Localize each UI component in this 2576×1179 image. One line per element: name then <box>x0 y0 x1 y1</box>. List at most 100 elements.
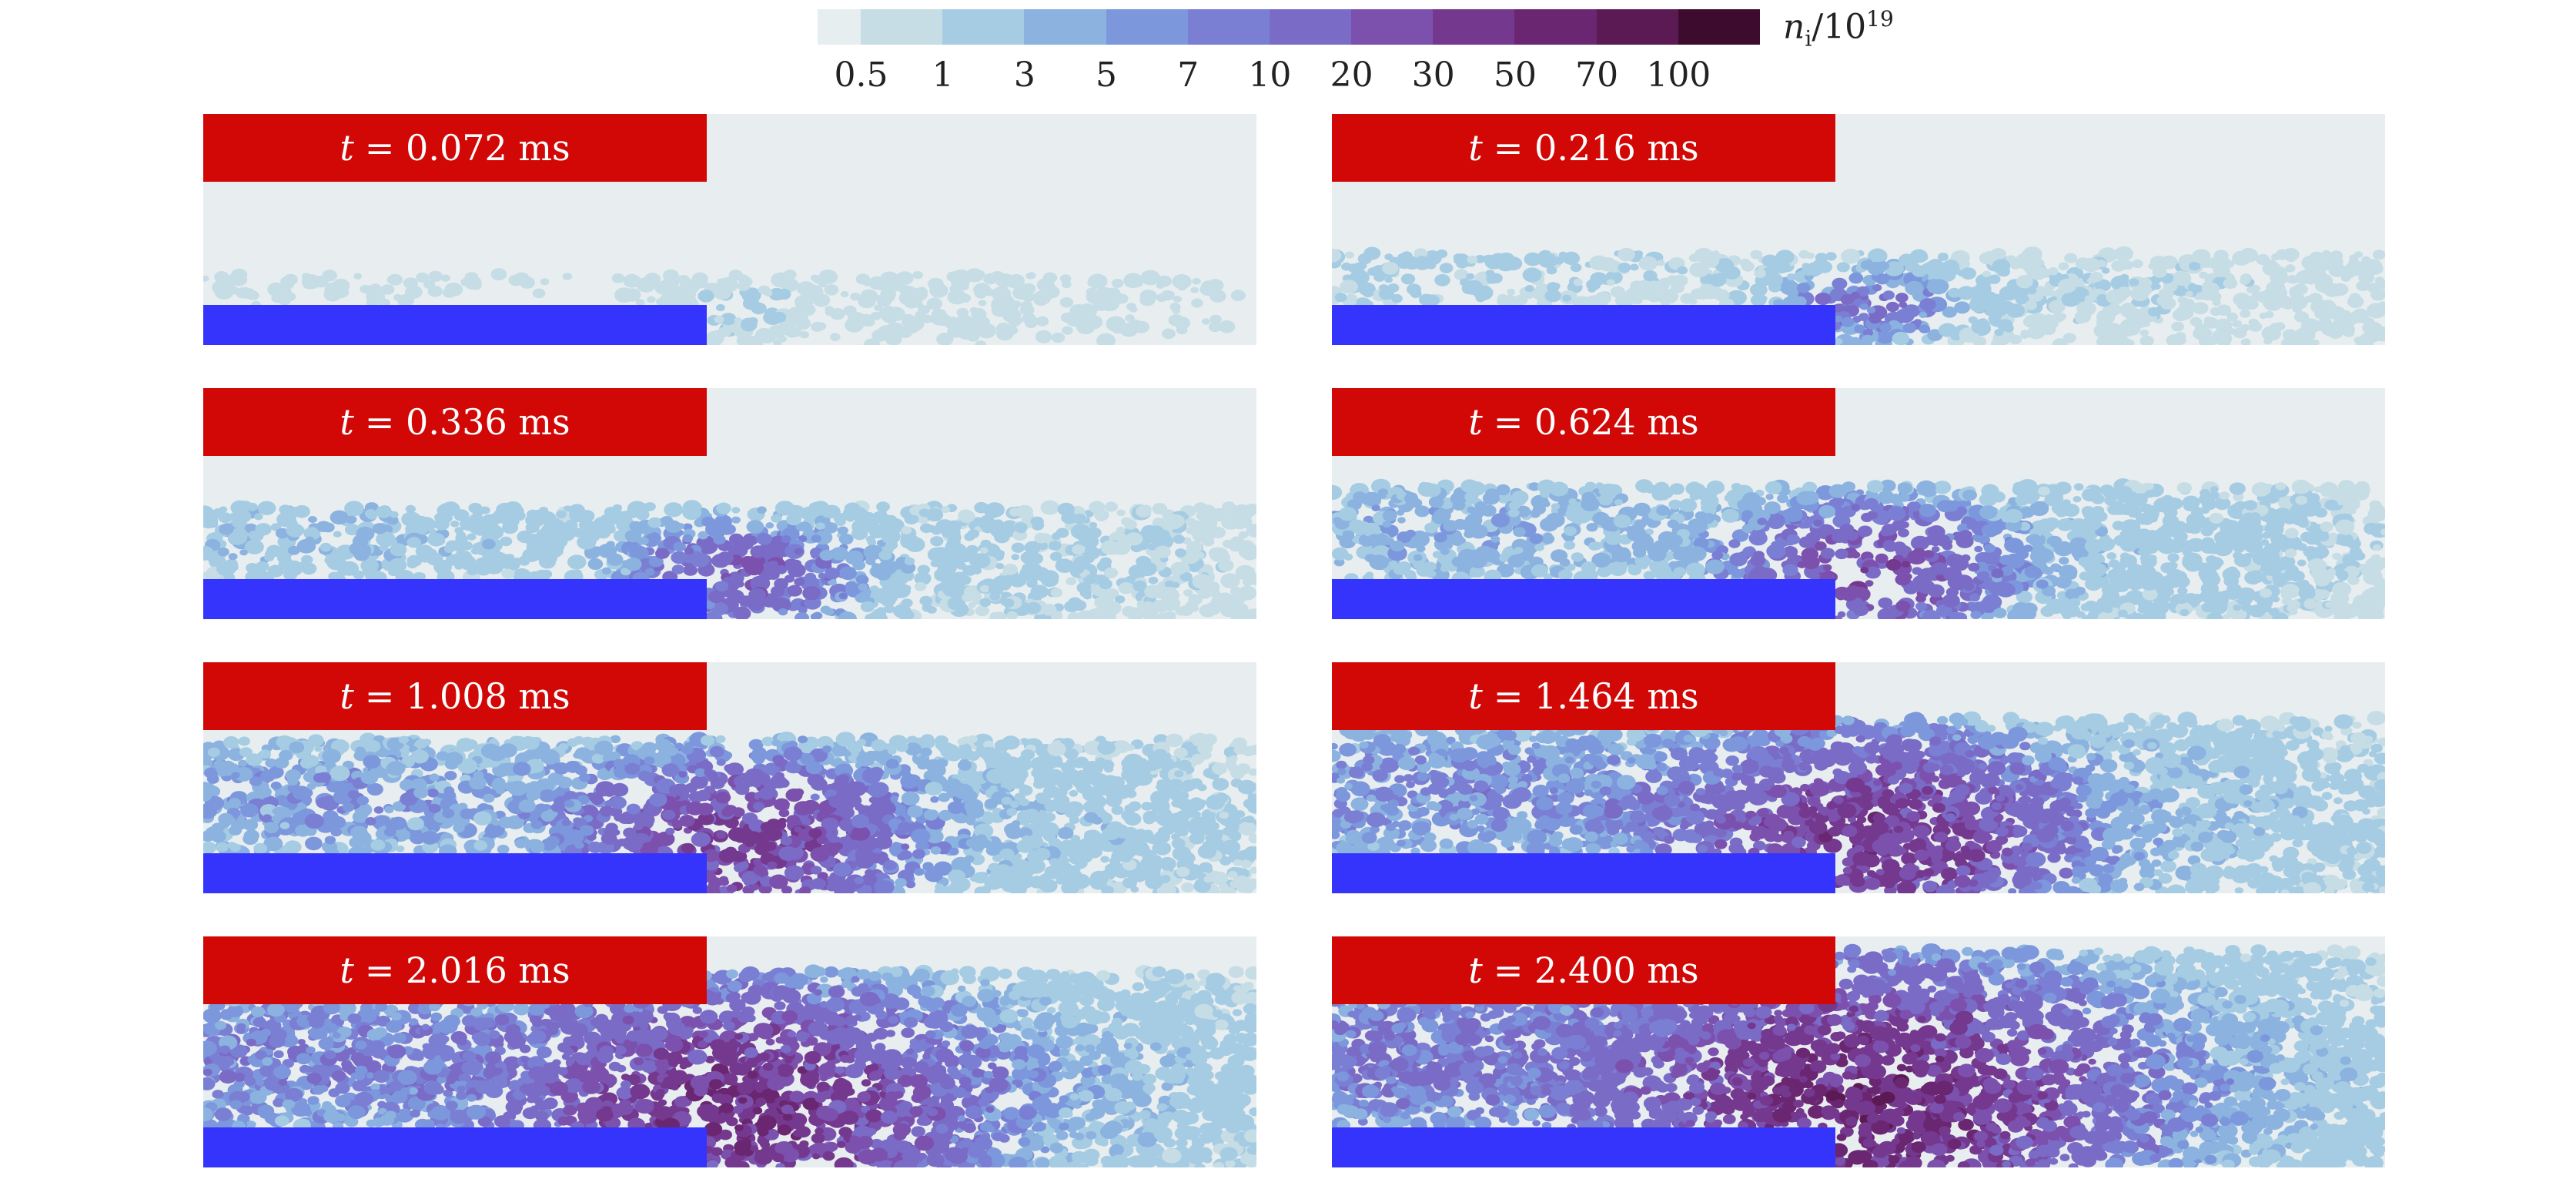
density-particle <box>1019 738 1029 745</box>
density-particle <box>938 792 951 802</box>
density-particle <box>2061 292 2081 307</box>
density-particle <box>2058 278 2077 293</box>
density-particle <box>2239 296 2249 303</box>
density-particle <box>2372 577 2385 588</box>
density-particle <box>985 502 1005 517</box>
density-particle <box>1754 269 1766 278</box>
density-particle <box>2185 290 2193 297</box>
density-particle <box>323 287 342 302</box>
density-particle <box>1072 307 1088 319</box>
density-particle <box>2096 260 2107 268</box>
density-particle <box>2285 264 2296 273</box>
density-particle <box>1851 504 1860 511</box>
density-particle <box>1963 582 1975 591</box>
density-particle <box>2035 330 2043 337</box>
density-particle <box>1026 580 1037 588</box>
density-particle <box>750 575 771 591</box>
density-particle <box>1129 306 1138 313</box>
density-particle <box>2175 332 2186 340</box>
density-particle <box>2324 499 2339 511</box>
colorbar-segment <box>1596 9 1679 45</box>
density-particle <box>2243 250 2258 262</box>
colorbar-segment <box>1024 9 1107 45</box>
density-particle <box>2263 547 2278 558</box>
density-particle <box>1882 524 1898 536</box>
density-particle <box>1997 319 2013 332</box>
density-particle <box>843 507 858 519</box>
density-panel: t = 0.216 ms <box>1332 114 2385 345</box>
density-particle <box>796 281 816 296</box>
density-particle <box>1901 561 1911 568</box>
density-particle <box>946 560 955 568</box>
density-particle <box>771 597 791 613</box>
density-particle <box>1859 303 1869 310</box>
density-particle <box>2291 479 2311 494</box>
density-particle <box>390 543 407 557</box>
density-particle <box>1700 253 1714 263</box>
density-particle <box>2227 504 2247 519</box>
density-particle <box>979 598 992 608</box>
density-particle <box>1155 612 1173 619</box>
density-particle <box>824 284 839 296</box>
density-particle <box>1169 303 1181 311</box>
density-particle <box>416 272 430 283</box>
density-particle <box>1136 504 1152 517</box>
density-particle <box>810 793 820 801</box>
density-particle <box>2314 560 2327 570</box>
time-label: t = 0.216 ms <box>1332 114 1835 182</box>
density-particle <box>2037 548 2050 558</box>
density-particle <box>232 521 241 528</box>
density-particle <box>1988 274 2001 284</box>
density-particle <box>1440 564 1450 572</box>
density-particle <box>715 303 725 312</box>
density-particle <box>771 272 791 288</box>
density-particle <box>787 584 803 597</box>
density-particle <box>2367 263 2384 275</box>
density-particle <box>935 519 955 534</box>
density-particle <box>1950 558 1964 568</box>
density-particle <box>1427 571 1437 578</box>
density-particle <box>1866 306 1876 313</box>
density-particle <box>1452 500 1466 511</box>
density-particle <box>2069 537 2089 551</box>
density-particle <box>1410 289 1422 298</box>
density-particle <box>601 567 612 575</box>
density-particle <box>228 553 238 561</box>
density-particle <box>2261 604 2272 613</box>
density-particle <box>1551 503 1561 511</box>
density-particle <box>771 311 787 323</box>
density-particle <box>212 280 232 295</box>
density-particle <box>1833 615 1842 619</box>
density-particle <box>2251 482 2271 497</box>
density-particle <box>344 501 364 517</box>
density-particle <box>962 564 977 576</box>
density-particle <box>901 526 912 534</box>
density-particle <box>1832 277 1848 290</box>
density-particle <box>2243 500 2257 511</box>
density-particle <box>1544 289 1561 303</box>
density-particle <box>1199 862 1213 873</box>
density-particle <box>825 568 840 580</box>
density-particle <box>1885 301 1899 313</box>
density-particle <box>822 510 832 518</box>
density-particle <box>2020 330 2031 337</box>
density-particle <box>470 522 487 535</box>
density-particle <box>1573 278 1583 286</box>
density-particle <box>1937 500 1953 513</box>
density-particle <box>2297 559 2307 567</box>
density-particle <box>775 565 788 574</box>
density-particle <box>2192 249 2211 263</box>
density-particle <box>611 782 629 797</box>
density-particle <box>2139 576 2159 591</box>
density-particle <box>1810 574 1819 581</box>
density-particle <box>481 538 496 550</box>
density-particle <box>2047 492 2064 505</box>
density-particle <box>1522 267 1542 283</box>
density-particle <box>1902 304 1921 318</box>
density-particle <box>1668 499 1682 510</box>
density-particle <box>333 531 342 538</box>
target-plate <box>203 579 707 619</box>
density-particle <box>1230 586 1243 596</box>
density-particle <box>1748 531 1768 546</box>
density-particle <box>562 273 573 280</box>
